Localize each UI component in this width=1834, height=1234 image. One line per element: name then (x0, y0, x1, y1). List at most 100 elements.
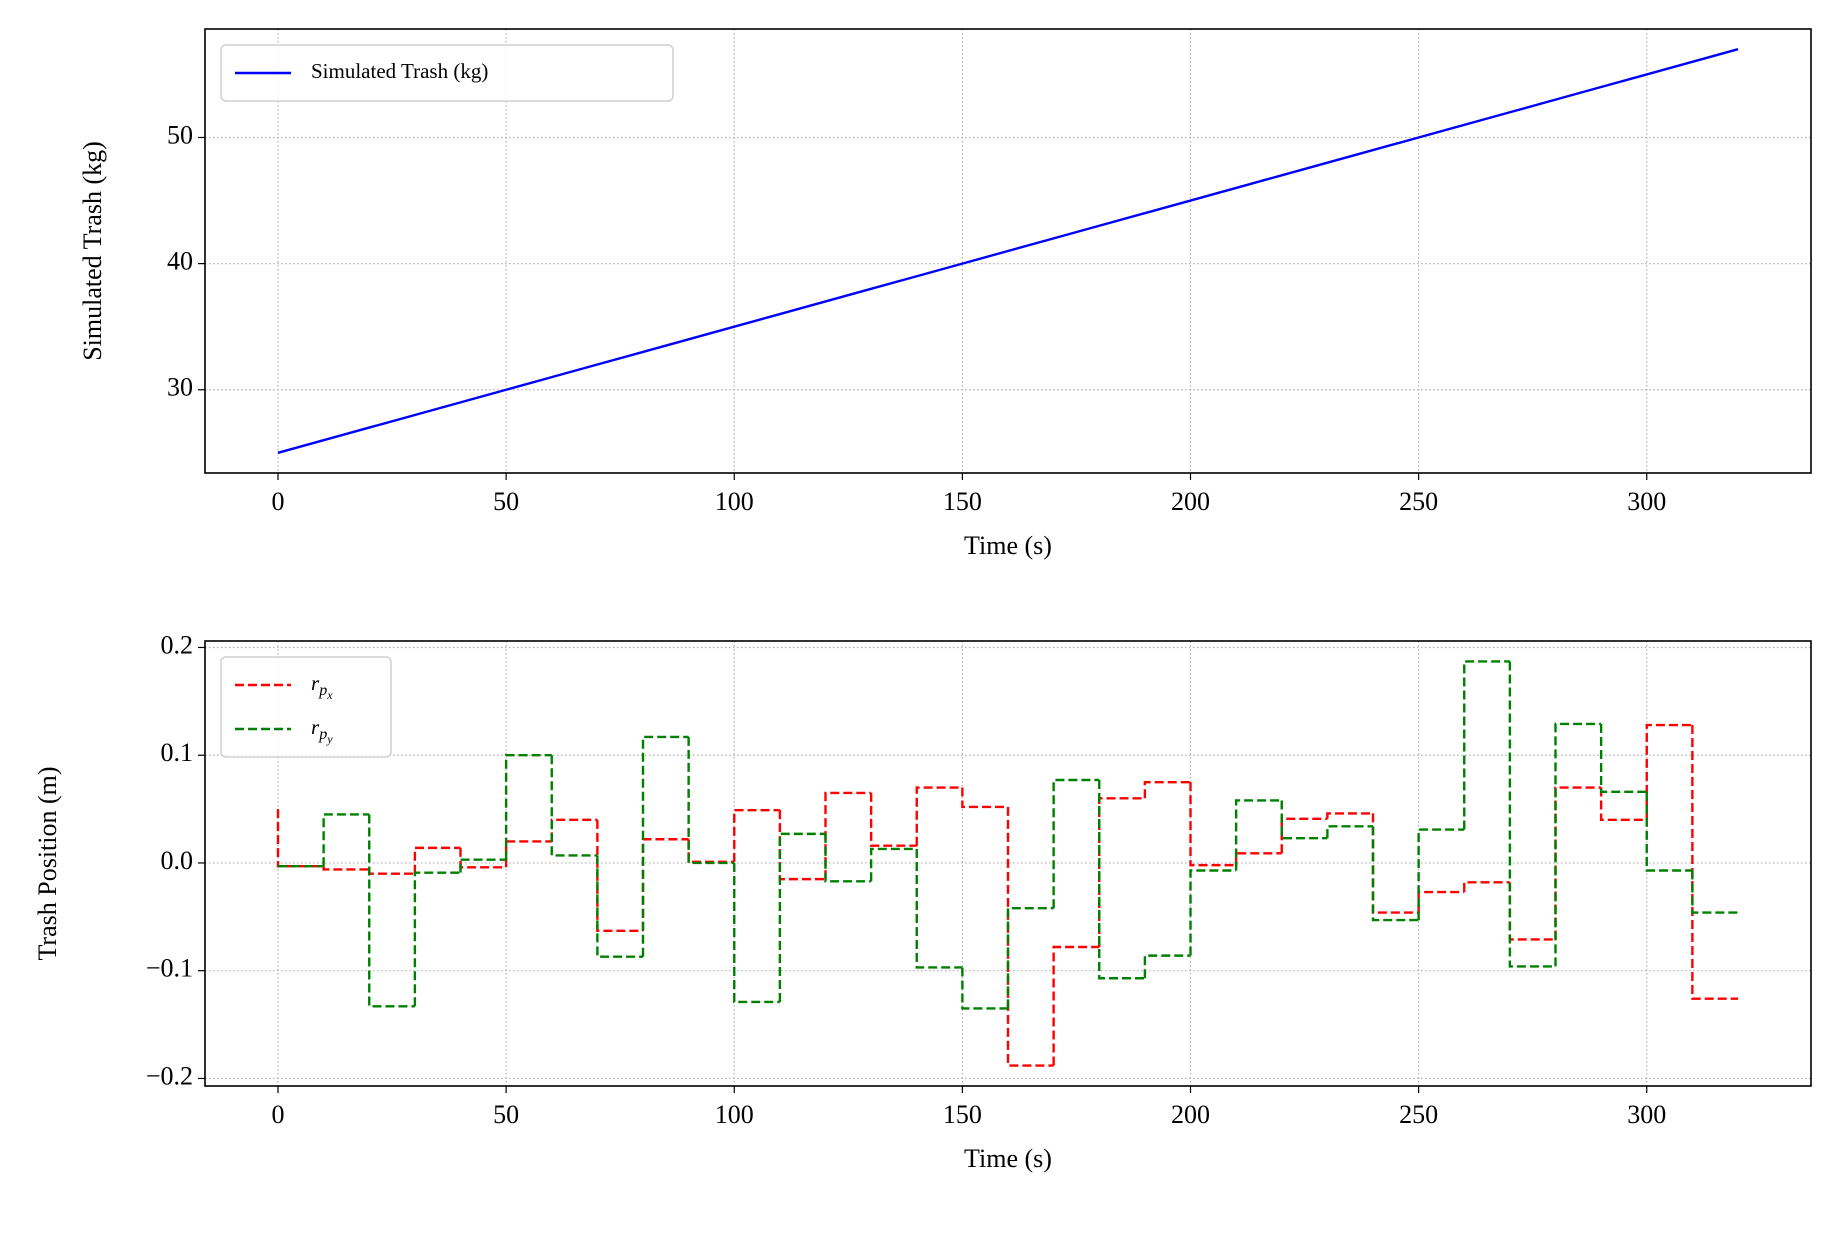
y-tick-label: 30 (167, 373, 193, 402)
x-tick-label: 100 (715, 1100, 754, 1129)
plot-area (276, 660, 1738, 1067)
step-segment (824, 791, 872, 880)
step-segment (733, 862, 780, 1004)
legend-label: rpy (311, 715, 333, 746)
step-segment (1463, 660, 1510, 830)
y-tick-label: −0.1 (146, 954, 193, 983)
step-segment (1417, 890, 1465, 913)
step-segment (961, 787, 1008, 809)
step-segment (1508, 882, 1556, 941)
step-segment (1508, 661, 1556, 968)
step-segment (413, 871, 461, 1007)
step-segment (596, 819, 643, 933)
step-segment (1371, 813, 1419, 914)
step-segment (1463, 881, 1510, 893)
x-axis-label: Time (s) (964, 531, 1052, 560)
y-tick-label: 40 (167, 247, 193, 276)
step-segment (778, 832, 826, 1002)
step-segment (413, 846, 461, 874)
legend-sub: p (318, 682, 327, 699)
step-segment (1599, 723, 1647, 794)
step-segment (1052, 945, 1100, 1066)
step-segment (1599, 787, 1647, 822)
step-segment (368, 869, 415, 875)
y-axis-label: Trash Position (m) (33, 766, 62, 960)
legend-sub: p (318, 726, 327, 743)
step-segment (1691, 870, 1738, 914)
step-segment (687, 839, 735, 864)
step-segment (1417, 828, 1465, 921)
x-tick-label: 50 (493, 1100, 519, 1129)
x-tick-label: 300 (1627, 1100, 1666, 1129)
x-tick-label: 200 (1171, 1100, 1210, 1129)
step-segment (733, 808, 780, 862)
step-segment (1554, 786, 1602, 940)
legend-main: r (311, 671, 320, 695)
y-tick-label: 50 (167, 120, 193, 149)
x-axis-label: Time (s) (964, 1144, 1052, 1173)
step-segment (1098, 779, 1145, 980)
step-segment (961, 967, 1008, 1010)
step-segment (869, 792, 917, 847)
x-tick-label: 150 (943, 487, 982, 516)
axes-frame (204, 28, 1812, 474)
step-segment (824, 833, 872, 883)
x-tick-label: 200 (1171, 487, 1210, 516)
x-tick-label: 150 (943, 1100, 982, 1129)
legend-label: rpx (311, 671, 333, 702)
step-segment (1098, 797, 1145, 948)
step-segment (504, 840, 552, 868)
subplot: 0 50 100 150 200 250 300 −0.2 −0.1 0.0 0.1 0.2 Time … (33, 630, 1812, 1173)
x-tick-label: 50 (493, 487, 519, 516)
step-segment (276, 809, 324, 868)
y-tick-label: 0.0 (161, 846, 194, 875)
x-tick-label: 100 (715, 487, 754, 516)
step-segment (1234, 799, 1282, 871)
step-segment (1006, 907, 1054, 1009)
step-segment (778, 810, 826, 881)
step-segment (1234, 852, 1282, 866)
step-segment (1645, 791, 1693, 872)
step-segment (322, 813, 370, 867)
step-segment (1280, 817, 1328, 854)
data-line (277, 48, 1739, 454)
legend-frame (220, 656, 392, 758)
step-segment (368, 814, 415, 1008)
step-segment (1189, 782, 1237, 867)
step-segment (1189, 869, 1237, 956)
x-tick-label: 250 (1399, 1100, 1438, 1129)
step-segment (550, 755, 598, 857)
step-segment (504, 754, 552, 860)
x-tick-label: 0 (272, 1100, 285, 1129)
y-tick-label: −0.2 (146, 1061, 193, 1090)
step-segment (550, 818, 598, 842)
step-segment (1691, 725, 1738, 1000)
legend-subsub: x (326, 688, 333, 702)
legend-subsub: y (326, 732, 333, 746)
legend-main: r (311, 715, 320, 739)
step-segment (1280, 800, 1328, 840)
subplot: 0 50 100 150 200 250 300 30 40 50 Time (s) Simulate… (78, 28, 1812, 560)
step-segment (596, 855, 643, 958)
step-segment (459, 858, 507, 873)
step-segment (322, 866, 370, 871)
step-segment (1371, 826, 1419, 922)
legend-label: Simulated Trash (kg) (311, 59, 488, 83)
x-tick-label: 300 (1627, 487, 1666, 516)
legend-frame (220, 44, 674, 102)
axes-frame (204, 640, 1812, 1087)
step-segment (1052, 778, 1100, 909)
step-segment (1143, 954, 1191, 979)
step-segment (641, 735, 689, 957)
step-segment (1006, 806, 1054, 1067)
step-segment (641, 838, 689, 931)
step-segment (869, 847, 917, 882)
step-segment (1645, 723, 1693, 820)
y-tick-label: 0.2 (161, 630, 194, 659)
y-tick-label: 0.1 (161, 738, 194, 767)
step-segment (1143, 780, 1191, 799)
x-tick-label: 250 (1399, 487, 1438, 516)
